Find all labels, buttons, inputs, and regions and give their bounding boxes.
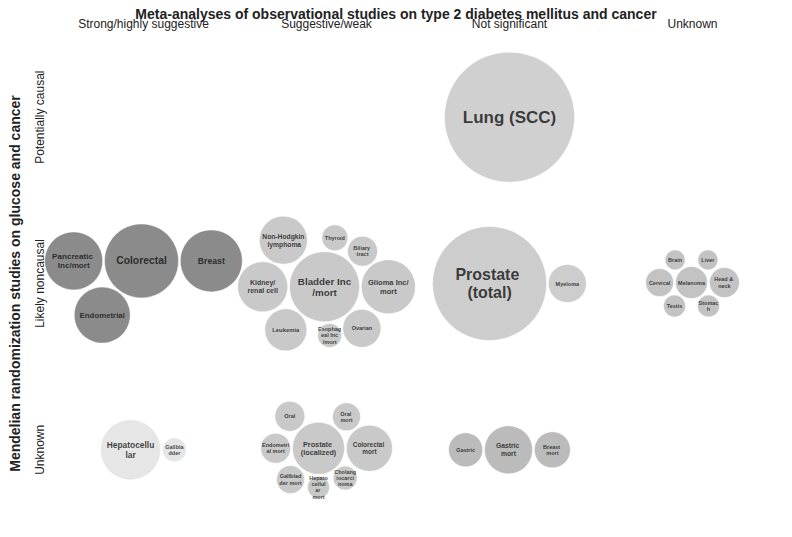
svg-text:Ovarian: Ovarian: [352, 325, 373, 331]
svg-text:Prostate: Prostate: [455, 266, 523, 283]
svg-text:Pancreatic: Pancreatic: [52, 252, 95, 261]
svg-text:Suggestive/weak: Suggestive/weak: [281, 17, 372, 31]
svg-text:Esophag: Esophag: [318, 326, 341, 332]
svg-text:al mort: al mort: [266, 448, 285, 454]
svg-text:Breast: Breast: [543, 444, 562, 450]
svg-text:Gallblad: Gallblad: [280, 473, 302, 479]
svg-text:lar: lar: [125, 450, 136, 460]
svg-text:Lung (SCC): Lung (SCC): [463, 108, 556, 127]
svg-text:mort: mort: [312, 494, 324, 500]
svg-text:Not significant: Not significant: [471, 17, 548, 31]
svg-text:Strong/highly suggestive: Strong/highly suggestive: [78, 17, 209, 31]
svg-text:Colorectal: Colorectal: [353, 441, 386, 448]
svg-text:mort: mort: [340, 417, 352, 423]
svg-text:mort: mort: [362, 449, 377, 456]
svg-text:der mort: der mort: [279, 480, 301, 486]
svg-text:mort: mort: [501, 450, 517, 457]
svg-text:Testis: Testis: [667, 303, 683, 309]
svg-text:Colorectal: Colorectal: [116, 255, 167, 266]
svg-text:neck: neck: [718, 283, 731, 289]
svg-text:Mendelian randomization studie: Mendelian randomization studies on gluco…: [7, 95, 23, 472]
svg-text:Leukemia: Leukemia: [272, 327, 300, 333]
svg-text:Oral: Oral: [340, 411, 353, 417]
svg-text:tract: tract: [357, 251, 369, 257]
svg-text:mort: mort: [380, 287, 397, 296]
svg-text:Gallbla: Gallbla: [165, 444, 184, 450]
svg-text:Liver: Liver: [701, 257, 715, 263]
svg-text:Endometri: Endometri: [262, 442, 290, 448]
svg-text:eal Inc: eal Inc: [321, 332, 338, 338]
svg-text:Melanoma: Melanoma: [678, 280, 706, 286]
svg-text:Brain: Brain: [668, 257, 683, 263]
svg-text:Prostate: Prostate: [303, 439, 335, 449]
svg-text:(localized): (localized): [301, 448, 337, 457]
svg-text:Gastric: Gastric: [496, 442, 521, 449]
svg-text:Likely noncausal: Likely noncausal: [33, 239, 47, 328]
svg-text:Kidney/: Kidney/: [250, 279, 275, 287]
svg-text:Unknown: Unknown: [667, 17, 717, 31]
svg-text:Biliary: Biliary: [353, 245, 371, 251]
svg-text:dder: dder: [168, 450, 181, 456]
svg-text:Unknown: Unknown: [33, 425, 47, 475]
svg-text:Head &: Head &: [714, 276, 734, 282]
svg-text:Potentially causal: Potentially causal: [33, 70, 47, 163]
svg-text:/mort: /mort: [323, 339, 337, 345]
svg-text:Stomac: Stomac: [699, 300, 719, 306]
svg-text:cellul: cellul: [311, 481, 326, 487]
svg-text:Meta-analyses of observational: Meta-analyses of observational studies o…: [135, 6, 657, 22]
svg-text:Inc/mort: Inc/mort: [58, 261, 90, 270]
svg-text:Glioma Inc/: Glioma Inc/: [368, 278, 410, 287]
svg-text:Endometrial: Endometrial: [80, 311, 125, 320]
svg-text:Cholang: Cholang: [334, 469, 356, 475]
svg-text:Myeloma: Myeloma: [556, 281, 580, 287]
svg-text:Non-Hodgkin: Non-Hodgkin: [262, 232, 305, 240]
svg-text:Hepato: Hepato: [309, 475, 328, 481]
svg-text:ar: ar: [315, 487, 322, 493]
svg-text:Oral: Oral: [284, 413, 295, 419]
svg-text:h: h: [707, 306, 711, 312]
svg-text:renal cell: renal cell: [247, 287, 277, 294]
svg-text:Breast: Breast: [198, 256, 225, 266]
svg-text:Hepatocellu: Hepatocellu: [107, 440, 154, 450]
svg-text:noma: noma: [338, 481, 354, 487]
svg-text:iocarci: iocarci: [336, 475, 354, 481]
svg-text:Cervical: Cervical: [649, 280, 671, 286]
svg-text:/mort: /mort: [312, 287, 337, 298]
svg-text:mort: mort: [546, 450, 558, 456]
svg-text:Gastric: Gastric: [456, 447, 475, 453]
svg-text:(total): (total): [467, 284, 511, 301]
svg-text:lymphoma: lymphoma: [266, 241, 302, 249]
svg-text:Bladder Inc: Bladder Inc: [298, 276, 352, 287]
svg-text:Thyroid: Thyroid: [325, 235, 345, 241]
